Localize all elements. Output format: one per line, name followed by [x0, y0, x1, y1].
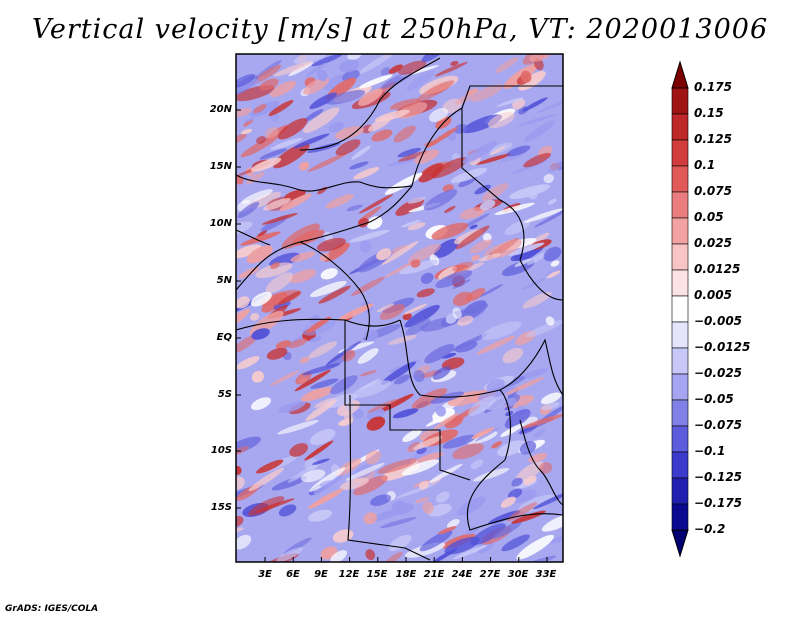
- lat-label-5s: 5S: [217, 389, 232, 400]
- colorbar-label: −0.2: [694, 522, 726, 536]
- lon-label-21e: 21E: [423, 569, 445, 580]
- lat-label-10n: 10N: [209, 218, 232, 229]
- colorbar-label: 0.025: [694, 236, 732, 250]
- lon-label-33e: 33E: [535, 569, 557, 580]
- lon-label-12e: 12E: [338, 569, 360, 580]
- colorbar-swatch: [671, 295, 689, 323]
- lon-label-18e: 18E: [395, 569, 417, 580]
- map-frame: [235, 53, 564, 563]
- colorbar-swatch: [671, 191, 689, 219]
- colorbar-bottom-arrow: [671, 529, 689, 558]
- colorbar-label: 0.125: [694, 132, 732, 146]
- colorbar-swatch: [671, 87, 689, 115]
- lon-label-3e: 3E: [258, 569, 272, 580]
- colorbar-swatch: [671, 503, 689, 531]
- colorbar-label: 0.005: [694, 288, 732, 302]
- lon-label-15e: 15E: [366, 569, 388, 580]
- country-borders: [236, 57, 563, 561]
- colorbar-label: 0.1: [694, 158, 716, 172]
- lon-label-6e: 6E: [286, 569, 300, 580]
- colorbar-swatch: [671, 321, 689, 349]
- colorbar-swatch: [671, 113, 689, 141]
- colorbar-label: 0.075: [694, 184, 732, 198]
- colorbar-label: −0.1: [694, 444, 726, 458]
- lat-label-15n: 15N: [209, 161, 232, 172]
- lat-label-20n: 20N: [209, 104, 232, 115]
- colorbar-top-arrow: [671, 60, 689, 89]
- colorbar-swatch: [671, 451, 689, 479]
- lat-label-5n: 5N: [216, 275, 232, 286]
- lat-label-eq: EQ: [216, 332, 232, 343]
- colorbar-swatch: [671, 373, 689, 401]
- colorbar-label: −0.05: [694, 392, 734, 406]
- colorbar-swatch: [671, 425, 689, 453]
- colorbar-label: 0.05: [694, 210, 724, 224]
- colorbar: [671, 60, 689, 558]
- lon-label-24e: 24E: [451, 569, 473, 580]
- lon-label-9e: 9E: [314, 569, 328, 580]
- colorbar-swatch: [671, 139, 689, 167]
- colorbar-swatch: [671, 165, 689, 193]
- colorbar-label: −0.0125: [694, 340, 751, 354]
- colorbar-label: −0.075: [694, 418, 743, 432]
- grads-credit: GrADS: IGES/COLA: [5, 604, 99, 614]
- colorbar-swatch: [671, 217, 689, 245]
- colorbar-swatch: [671, 477, 689, 505]
- lon-label-30e: 30E: [507, 569, 529, 580]
- map-title: Vertical velocity [m/s] at 250hPa, VT: 2…: [31, 14, 769, 45]
- colorbar-label: −0.175: [694, 496, 743, 510]
- lat-label-15s: 15S: [210, 502, 232, 513]
- lon-label-27e: 27E: [479, 569, 501, 580]
- colorbar-swatch: [671, 243, 689, 271]
- colorbar-label: −0.025: [694, 366, 743, 380]
- colorbar-label: 0.175: [694, 80, 732, 94]
- colorbar-swatch: [671, 347, 689, 375]
- axis-ticks: [236, 109, 548, 562]
- colorbar-label: −0.005: [694, 314, 743, 328]
- lat-label-10s: 10S: [210, 445, 232, 456]
- colorbar-label: 0.0125: [694, 262, 741, 276]
- colorbar-label: 0.15: [694, 106, 724, 120]
- colorbar-label: −0.125: [694, 470, 743, 484]
- velocity-field: [236, 54, 563, 562]
- colorbar-swatch: [671, 399, 689, 427]
- colorbar-swatch: [671, 269, 689, 297]
